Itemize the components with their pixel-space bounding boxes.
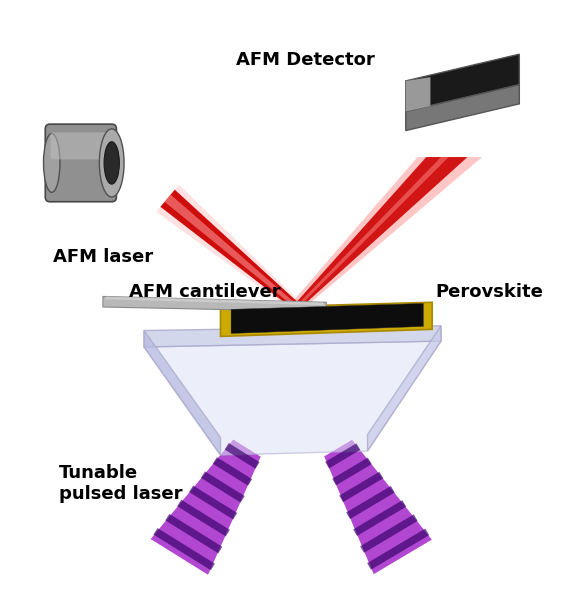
Ellipse shape [104, 142, 119, 184]
Polygon shape [165, 514, 222, 553]
Polygon shape [231, 303, 423, 333]
Text: AFM Detector: AFM Detector [236, 51, 375, 69]
Polygon shape [144, 330, 220, 455]
Polygon shape [106, 297, 323, 305]
Polygon shape [103, 297, 326, 312]
Polygon shape [144, 341, 441, 455]
Polygon shape [220, 302, 432, 336]
Polygon shape [360, 515, 417, 553]
Polygon shape [332, 457, 372, 485]
Polygon shape [324, 440, 432, 574]
Polygon shape [367, 529, 429, 570]
Polygon shape [177, 500, 230, 537]
Polygon shape [153, 528, 215, 570]
Polygon shape [353, 500, 406, 536]
Ellipse shape [99, 129, 124, 197]
Text: AFM laser: AFM laser [53, 248, 153, 266]
Polygon shape [368, 326, 441, 451]
Polygon shape [213, 457, 252, 486]
Polygon shape [286, 157, 482, 309]
Polygon shape [165, 195, 298, 308]
FancyBboxPatch shape [51, 133, 111, 160]
FancyBboxPatch shape [45, 124, 116, 202]
Polygon shape [339, 472, 383, 502]
Polygon shape [225, 443, 259, 468]
Polygon shape [406, 54, 519, 112]
Polygon shape [295, 157, 449, 308]
Polygon shape [151, 440, 260, 575]
Polygon shape [161, 190, 300, 310]
Polygon shape [201, 472, 245, 503]
Polygon shape [144, 326, 441, 347]
Polygon shape [406, 85, 519, 131]
Text: Perovskite: Perovskite [435, 283, 543, 301]
Polygon shape [189, 486, 237, 519]
Ellipse shape [44, 133, 60, 192]
Polygon shape [325, 443, 360, 468]
Text: AFM cantilever: AFM cantilever [129, 283, 281, 301]
Polygon shape [346, 486, 395, 519]
Polygon shape [406, 77, 430, 112]
Text: Tunable
pulsed laser: Tunable pulsed laser [59, 464, 182, 503]
Polygon shape [156, 185, 300, 311]
Polygon shape [291, 157, 467, 308]
